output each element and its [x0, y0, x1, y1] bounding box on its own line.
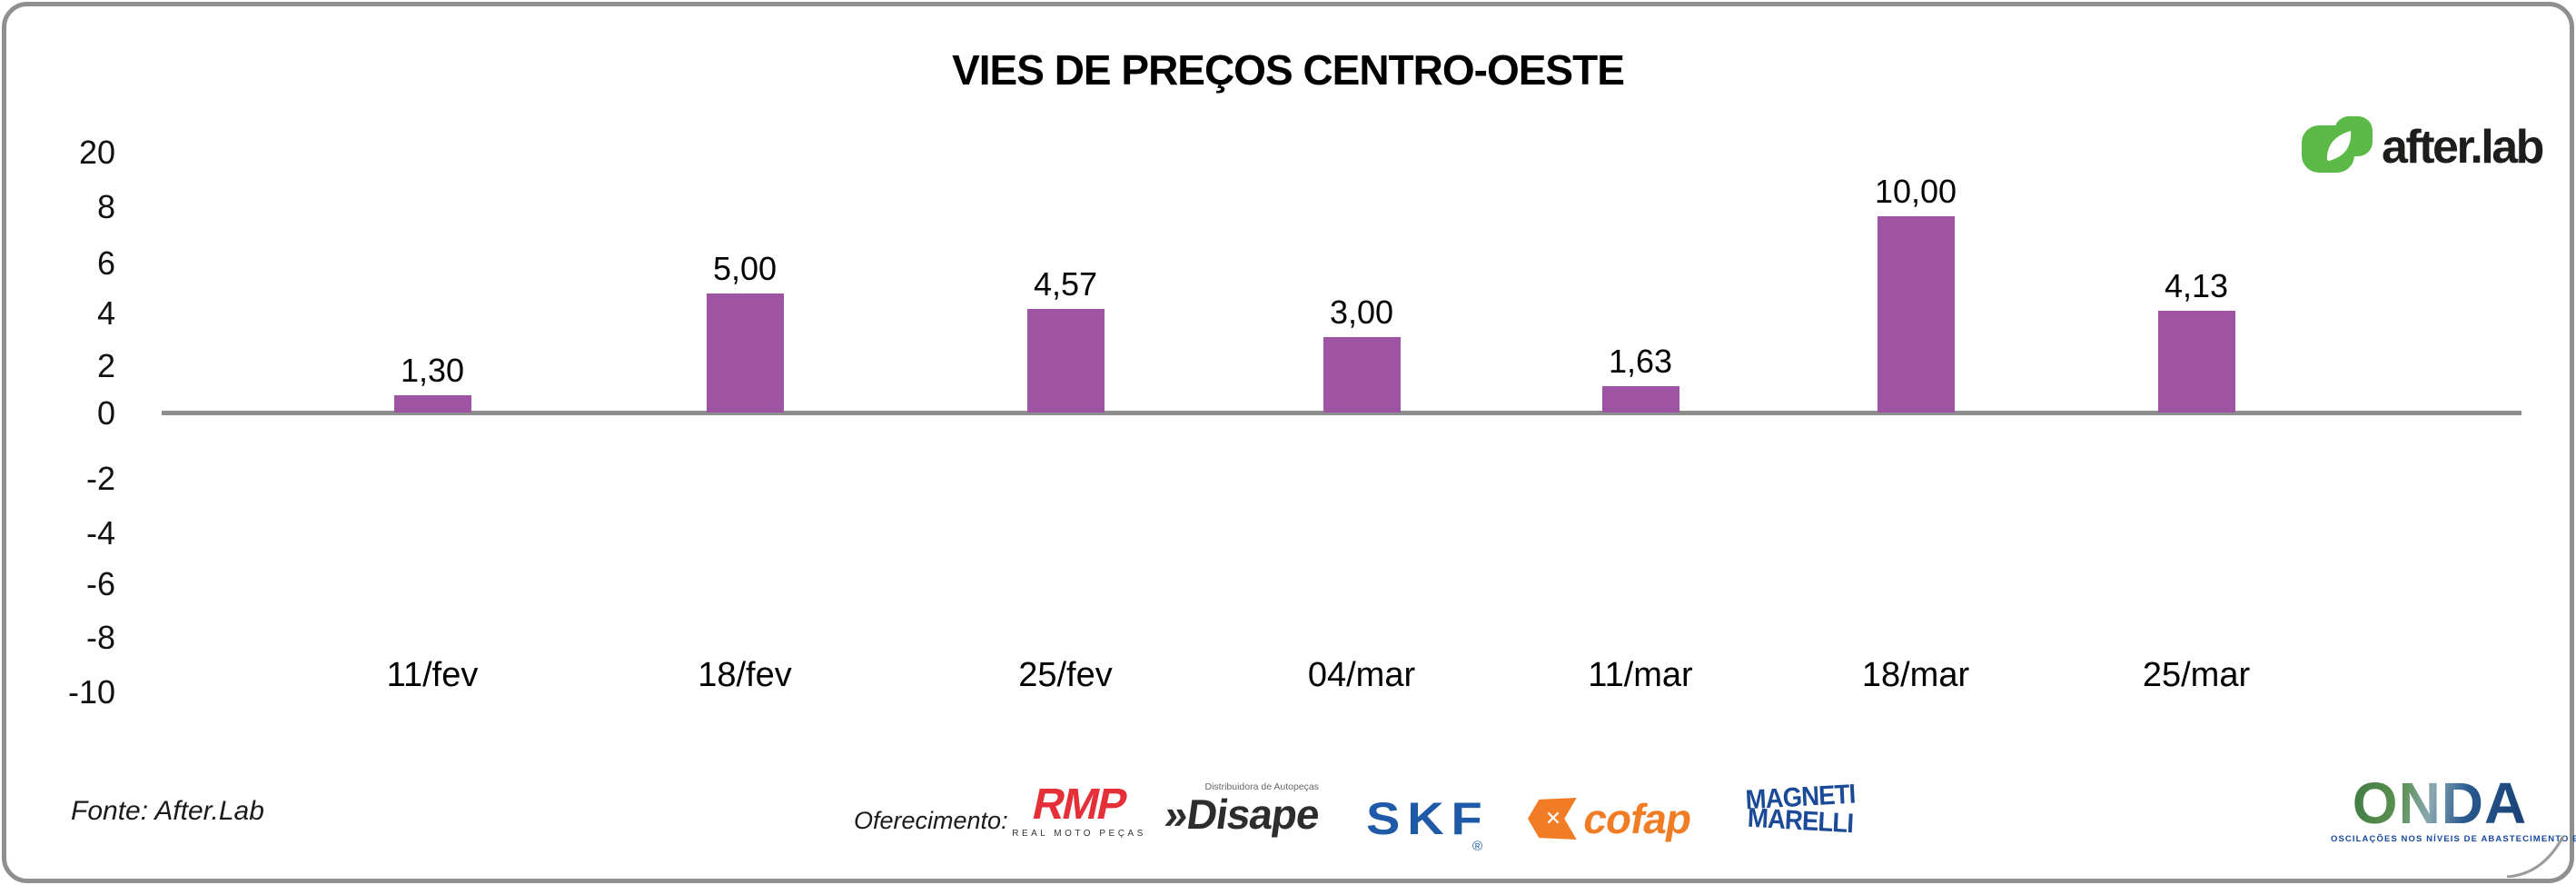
disape-wordmark: »Disape	[1144, 791, 1323, 838]
onda-tagline: OSCILAÇÕES NOS NÍVEIS DE ABASTECIMENTO E…	[2331, 834, 2576, 844]
y-tick-label: -6	[85, 565, 115, 602]
y-tick-label: 8	[96, 188, 115, 225]
skf-wordmark: SKF	[1365, 793, 1490, 844]
x-tick-label: 11/fev	[386, 656, 479, 694]
sponsor-logo-disape: Distribuidora de Autopeças »Disape	[1146, 781, 1323, 838]
y-tick-label: 2	[96, 347, 115, 384]
x-tick-label: 25/fev	[1018, 656, 1113, 694]
y-tick-label: 6	[96, 244, 115, 282]
rmp-subtitle: REAL MOTO PEÇAS	[1012, 829, 1146, 839]
bar	[393, 395, 471, 413]
y-tick-label: -8	[85, 619, 115, 656]
bar	[1877, 216, 1955, 413]
bar	[1026, 309, 1105, 413]
skf-registered-mark: ®	[1471, 839, 1483, 854]
rmp-wordmark: RMP	[1028, 781, 1131, 829]
bar-value-label: 10,00	[1874, 173, 1957, 210]
cofap-arrow-icon: ✕	[1528, 798, 1577, 840]
bar-value-label: 3,00	[1329, 293, 1394, 331]
bar-value-label: 1,63	[1608, 343, 1673, 380]
bar-value-label: 4,13	[2164, 267, 2229, 304]
bar	[2157, 311, 2235, 413]
y-tick-label: 20	[78, 134, 115, 171]
x-tick-label: 18/mar	[1861, 656, 1970, 694]
sponsor-logo-cofap: ✕ cofap	[1528, 794, 1719, 843]
x-tick-label: 18/fev	[698, 656, 792, 694]
bar-value-label: 4,57	[1033, 265, 1098, 303]
bar-value-label: 5,00	[712, 250, 778, 287]
sponsor-logo-rmp: RMP REAL MOTO PEÇAS	[1006, 781, 1152, 839]
bar	[1601, 386, 1679, 413]
afterlab-leaf-icon	[2302, 116, 2373, 177]
bar	[706, 293, 784, 413]
cofap-wordmark: cofap	[1580, 795, 1696, 842]
bar-value-label: 1,30	[400, 352, 465, 389]
bar	[1323, 337, 1401, 413]
x-tick-label: 04/mar	[1307, 656, 1416, 694]
disape-name: Disape	[1184, 791, 1323, 838]
onda-wordmark: ONDA	[2352, 771, 2528, 836]
magneti-line2: MARELLI	[1747, 802, 1854, 840]
onda-logo: ONDA OSCILAÇÕES NOS NÍVEIS DE ABASTECIME…	[2331, 771, 2576, 844]
chart-title: VIES DE PREÇOS CENTRO-OESTE	[952, 46, 1625, 94]
y-tick-label: -4	[85, 514, 115, 552]
afterlab-wordmark: after.lab	[2382, 120, 2544, 174]
onda-swoosh-icon	[2506, 834, 2565, 882]
x-axis-baseline	[162, 411, 2522, 415]
y-tick-label: 0	[96, 394, 115, 432]
y-tick-label: 4	[96, 294, 115, 332]
x-tick-label: 25/mar	[2142, 656, 2251, 694]
disape-subtitle: Distribuidora de Autopeças	[1204, 781, 1320, 792]
source-note: Fonte: After.Lab	[71, 796, 264, 826]
afterlab-logo: after.lab	[2302, 116, 2544, 177]
sponsor-logo-skf: SKF®	[1333, 792, 1515, 854]
sponsor-logo-magneti-marelli: MAGNETI MARELLI	[1728, 780, 1873, 840]
y-tick-label: -2	[85, 460, 115, 497]
sponsorship-label: Oferecimento:	[854, 807, 1008, 834]
x-tick-label: 11/mar	[1588, 656, 1693, 694]
y-tick-label: -10	[67, 673, 115, 711]
